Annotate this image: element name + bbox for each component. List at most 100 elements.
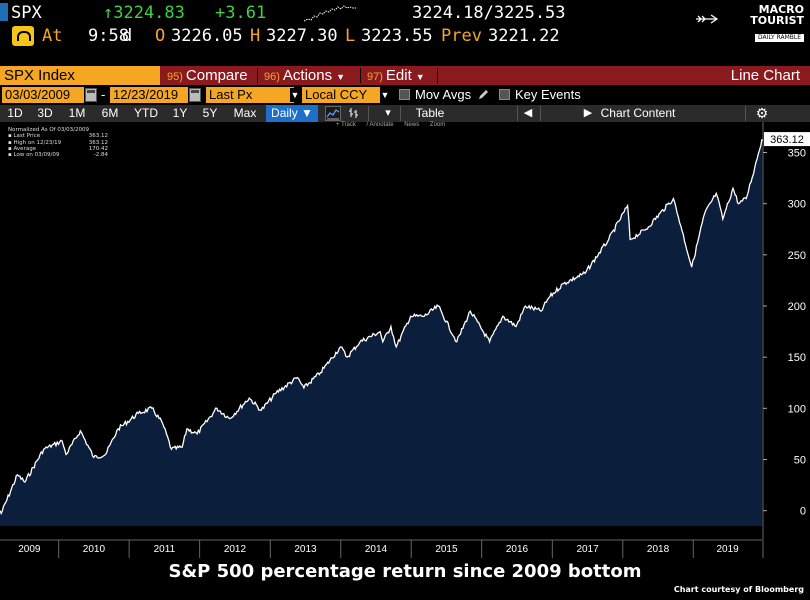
data-point [716,193,717,194]
edit-label: Edit [385,67,412,84]
divider [368,106,369,121]
legend-title: Normalized As Of 03/03/2009 [8,127,90,133]
start-date-field[interactable]: 03/03/2009 [2,87,84,103]
line-chart-icon[interactable] [325,106,341,121]
data-point [680,226,681,227]
end-date-field[interactable]: 12/23/2019 [110,87,188,103]
data-point [162,423,163,424]
legend-value: 170.42 [88,145,108,152]
bar-chart-icon[interactable] [346,106,362,121]
table-button[interactable]: Table [415,106,445,120]
range-1m[interactable]: 1M [68,106,86,120]
chevron-down-icon[interactable]: ▾ [385,107,391,119]
gear-icon[interactable]: ⚙ [755,105,769,121]
data-point [65,454,66,455]
x-tick-label: 2018 [647,544,670,555]
data-point [438,305,439,306]
alarm-icon[interactable] [12,26,34,46]
range-max[interactable]: Max [233,106,257,120]
zoom-tool[interactable]: Zoom [429,122,446,128]
divider [745,106,746,121]
x-axis-gap [0,526,762,540]
high-label: H [250,26,261,46]
calendar-icon[interactable] [189,88,201,102]
legend-key: Last Price [8,133,40,139]
function-bar: SPX Index 95) Compare 96) Actions ▼ 97) Edit… [0,66,810,85]
y-tick-label: 250 [788,250,806,262]
x-axis: 2009 2010 2011 2012 2013 2014 2015 2016 2017 2018… [0,526,810,558]
legend-key: Low on 03/09/09 [8,152,59,158]
data-point [62,440,63,441]
chevron-down-icon: ▼ [336,72,346,82]
right-triangle-icon[interactable]: ▶ [583,107,593,119]
news-tool[interactable]: News [404,122,420,128]
range-6m[interactable]: 6M [101,106,119,120]
chart-content-button[interactable]: Chart Content [600,106,676,120]
x-tick-label: 2014 [365,544,388,555]
mov-avgs-checkbox[interactable] [399,89,410,100]
x-tick-label: 2009 [18,544,41,555]
last-value-text: 363.12 [770,134,804,146]
edit-number: 97) [367,71,383,83]
divider [400,106,401,121]
data-point [563,283,564,284]
data-point [746,198,747,199]
range-3d[interactable]: 3D [37,106,53,120]
x-tick-label: 2010 [83,544,106,555]
data-point [396,346,397,347]
data-point [138,413,139,414]
calendar-icon[interactable] [85,88,97,102]
chart-caption: S&P 500 percentage return since 2009 bot… [168,561,642,582]
y-axis: 0 50 100 150 200 250 300 350 [762,122,810,540]
data-point [24,481,25,482]
data-point [17,474,18,475]
data-point [182,447,183,448]
left-triangle-icon[interactable]: ◀ [523,107,533,119]
frequency-select[interactable]: Daily ▼ [266,105,318,122]
at-label: At [42,26,63,46]
legend-row: High on 12/23/19 363.12 [8,140,108,146]
legend-row: Average 170.42 [8,146,108,152]
edit-button[interactable]: 97) Edit ▼ [363,66,435,85]
low-value: 3223.55 [361,26,433,46]
chevron-down-icon[interactable]: ▼ [380,88,390,102]
annotate-tool[interactable]: / Annotate [366,122,394,128]
range-5y[interactable]: 5Y [202,106,218,120]
key-events-checkbox[interactable] [499,89,510,100]
chevron-down-icon[interactable]: ▼ [290,88,300,102]
data-point [673,198,674,199]
range-1d[interactable]: 1D [7,106,23,120]
data-point [382,341,383,342]
high-value: 3227.30 [266,26,338,46]
last-value-label: 363.12 [764,132,810,147]
divider [360,68,361,83]
x-tick-label: 2011 [154,544,176,555]
return-line [0,138,763,516]
ticker-symbol[interactable]: SPX [11,3,42,23]
data-point [43,449,44,450]
data-point [704,213,705,214]
actions-button[interactable]: 96) Actions ▼ [260,66,358,85]
currency-select[interactable]: Local CCY [302,87,380,103]
data-point [548,297,549,298]
ticker-marker [0,3,8,21]
security-field[interactable]: SPX Index [0,66,160,85]
last-value-box [764,132,810,147]
range-ytd[interactable]: YTD [134,106,158,120]
compare-button[interactable]: 95) Compare [163,66,255,85]
data-point [380,331,381,332]
data-point [456,341,457,342]
divider [437,68,438,83]
data-point [584,273,585,274]
actions-label: Actions [282,67,333,84]
pencil-icon[interactable] [478,89,489,100]
y-tick-label: 100 [788,403,806,415]
actions-number: 96) [264,71,280,83]
data-point [525,305,526,306]
price-field-select[interactable]: Last Px [206,87,294,103]
x-tick-label: 2015 [435,544,458,555]
quote-header: SPX ↑3224.83 +3.61 3224.18/3225.53 At 9:… [0,0,810,66]
range-1y[interactable]: 1Y [172,106,188,120]
track-tool[interactable]: + Track [336,122,356,128]
